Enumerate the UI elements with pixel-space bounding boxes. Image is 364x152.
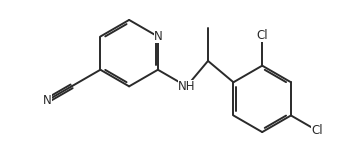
Text: N: N xyxy=(154,30,162,43)
Text: Cl: Cl xyxy=(256,29,268,42)
Text: N: N xyxy=(43,94,52,107)
Text: Cl: Cl xyxy=(311,124,323,137)
Text: NH: NH xyxy=(178,80,195,93)
